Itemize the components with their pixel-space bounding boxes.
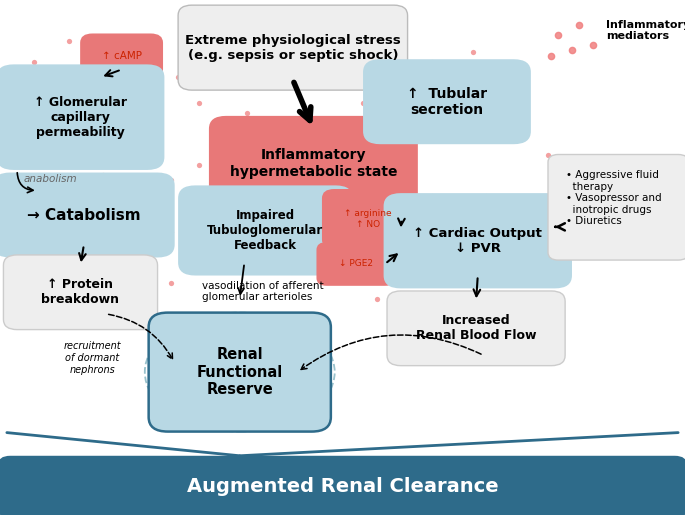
Text: anabolism: anabolism: [24, 175, 77, 184]
Text: vasodilation of afferent
glomerular arterioles: vasodilation of afferent glomerular arte…: [202, 281, 324, 302]
Text: recruitment
of dormant
nephrons: recruitment of dormant nephrons: [64, 341, 121, 374]
Text: ↑ arginine
↑ NO: ↑ arginine ↑ NO: [344, 209, 392, 229]
Text: → Catabolism: → Catabolism: [27, 208, 140, 222]
FancyBboxPatch shape: [0, 64, 164, 170]
Text: • Aggressive fluid
  therapy
• Vasopressor and
  inotropic drugs
• Diuretics: • Aggressive fluid therapy • Vasopressor…: [566, 170, 662, 227]
FancyBboxPatch shape: [3, 255, 158, 330]
FancyBboxPatch shape: [80, 33, 163, 79]
Text: ↑ cAMP: ↑ cAMP: [101, 51, 142, 61]
FancyBboxPatch shape: [178, 5, 408, 90]
FancyBboxPatch shape: [209, 116, 418, 211]
Text: Impaired
Tubuloglomerular
Feedback: Impaired Tubuloglomerular Feedback: [208, 209, 323, 252]
FancyBboxPatch shape: [316, 242, 395, 286]
Text: Increased
Renal Blood Flow: Increased Renal Blood Flow: [416, 314, 536, 342]
Text: ↑  Tubular
secretion: ↑ Tubular secretion: [407, 87, 487, 117]
FancyBboxPatch shape: [384, 193, 572, 288]
FancyBboxPatch shape: [322, 189, 414, 249]
FancyBboxPatch shape: [0, 173, 175, 258]
FancyBboxPatch shape: [149, 313, 331, 432]
FancyBboxPatch shape: [363, 59, 531, 144]
Text: Renal
Functional
Reserve: Renal Functional Reserve: [197, 347, 283, 397]
Text: ↓ PGE2: ↓ PGE2: [339, 260, 373, 268]
Text: ↑ Cardiac Output
↓ PVR: ↑ Cardiac Output ↓ PVR: [413, 227, 543, 255]
Text: Inflammatory
mediators: Inflammatory mediators: [606, 20, 685, 41]
Text: ↑ Glomerular
capillary
permeability: ↑ Glomerular capillary permeability: [34, 96, 127, 139]
Text: Extreme physiological stress
(e.g. sepsis or septic shock): Extreme physiological stress (e.g. sepsi…: [185, 33, 401, 62]
FancyBboxPatch shape: [387, 291, 565, 366]
FancyBboxPatch shape: [548, 154, 685, 260]
Text: Augmented Renal Clearance: Augmented Renal Clearance: [187, 477, 498, 496]
FancyBboxPatch shape: [178, 185, 353, 276]
Text: Inflammatory
hypermetabolic state: Inflammatory hypermetabolic state: [229, 148, 397, 179]
Text: ↑ Protein
breakdown: ↑ Protein breakdown: [42, 278, 119, 306]
FancyBboxPatch shape: [0, 456, 685, 515]
